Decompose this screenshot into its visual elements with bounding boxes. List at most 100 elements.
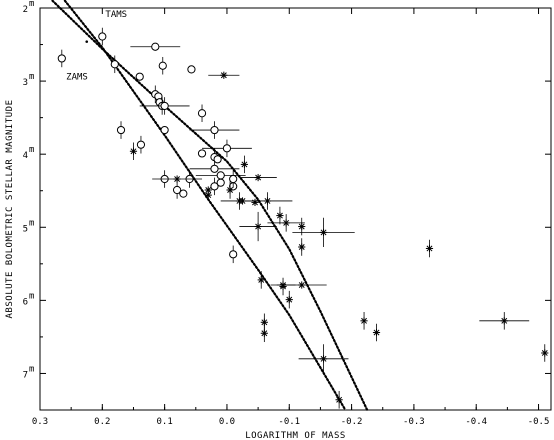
asterisk-stroke (541, 350, 548, 356)
asterisk-stroke (205, 192, 212, 199)
circle-marker (197, 149, 207, 158)
asterisk-stroke (174, 176, 181, 182)
asterisk-data-point (292, 217, 355, 248)
asterisk-data-point (204, 191, 212, 199)
asterisk-stroke (130, 148, 137, 155)
circle-data-point (216, 178, 225, 187)
circle-data-point (195, 171, 246, 180)
asterisk-stroke (298, 244, 305, 250)
circle-marker (197, 109, 207, 118)
y-tick-superscript: m (29, 364, 34, 374)
circle-marker (216, 178, 225, 187)
asterisk-data-point (335, 390, 343, 409)
y-tick-label: 5 (23, 224, 28, 234)
asterisk-stroke (276, 212, 283, 219)
circle-data-point (213, 155, 222, 164)
x-tick-label: -0.4 (465, 417, 487, 427)
asterisk-stroke (283, 219, 290, 226)
asterisk-stroke (255, 174, 262, 181)
asterisk-stroke (298, 223, 305, 230)
x-tick-label: 0.2 (94, 417, 110, 427)
circle-marker (229, 250, 238, 259)
asterisk-stroke (373, 329, 380, 336)
y-tick-label: 4 (23, 151, 28, 161)
circle-marker (160, 101, 169, 111)
asterisk-data-point (257, 271, 265, 289)
circle-data-point (187, 65, 196, 74)
asterisk-data-point (208, 71, 240, 79)
asterisk-data-point (129, 142, 138, 161)
plot-frame (39, 7, 552, 411)
circle-marker (160, 125, 169, 135)
asterisk-stroke (361, 317, 367, 324)
asterisk-data-point (239, 211, 277, 242)
circle-marker (135, 72, 144, 81)
circle-marker (151, 42, 160, 51)
circle-data-point (98, 27, 107, 46)
asterisk-data-point (360, 312, 368, 330)
asterisk-stroke (261, 330, 268, 337)
asterisk-data-point (276, 206, 284, 225)
circle-data-point (210, 177, 219, 196)
asterisk-stroke (286, 296, 293, 303)
asterisk-data-point (276, 281, 327, 289)
circle-data-point (172, 181, 182, 199)
asterisk-data-point (251, 198, 259, 207)
circle-data-point (135, 72, 144, 81)
asterisk-stroke (255, 223, 262, 230)
axes-layer: 0.3 0.2 0.1 0.0 -0.1 -0.2 -0.3 -0.4 -0.52m3m4m5m… (23, 0, 552, 427)
circle-data-point (116, 121, 126, 139)
asterisk-data-point (267, 214, 305, 232)
circle-marker (210, 182, 219, 191)
y-tick-superscript: m (29, 72, 34, 82)
asterisk-stroke (258, 276, 265, 283)
asterisk-stroke (261, 319, 268, 326)
y-tick-superscript: m (29, 145, 34, 155)
circle-marker (116, 125, 126, 135)
curves-layer: TAMS ZAMS (51, 0, 369, 412)
zams-dot (85, 40, 89, 43)
circle-data-point (136, 135, 146, 154)
circle-marker (110, 60, 119, 69)
circle-marker (229, 174, 238, 184)
asterisk-stroke (220, 72, 227, 79)
circle-marker (158, 61, 167, 70)
circle-marker (210, 125, 219, 135)
asterisk-data-point (279, 277, 287, 296)
circle-marker (213, 155, 222, 164)
x-tick-label: -0.2 (341, 417, 363, 427)
asterisk-stroke (426, 245, 433, 252)
x-tick-label: 0.0 (219, 417, 235, 427)
y-tick-label: 6 (23, 297, 28, 307)
asterisk-stroke (241, 161, 248, 168)
x-tick-label: -0.5 (528, 417, 550, 427)
curve-zams (63, 0, 347, 412)
circle-marker (187, 65, 196, 74)
circle-data-point (57, 49, 66, 68)
y-tick-superscript: m (29, 218, 34, 228)
asterisk-data-point (285, 290, 293, 309)
asterisk-data-point (260, 324, 268, 343)
circle-marker (179, 189, 188, 198)
circle-data-point (189, 121, 240, 139)
asterisk-data-point (298, 238, 306, 256)
asterisk-data-point (372, 323, 381, 342)
asterisk-stroke (336, 396, 343, 403)
asterisk-data-point (242, 192, 293, 210)
asterisk-stroke (298, 282, 305, 288)
asterisk-data-point (479, 312, 530, 330)
asterisk-data-point (240, 155, 248, 174)
circle-data-point (179, 189, 188, 198)
y-tick-label: 3 (23, 78, 28, 88)
x-tick-label: -0.3 (403, 417, 425, 427)
y-axis-label: ABSOLUTE BOLOMETRIC STELLAR MAGNITUDE (5, 100, 15, 319)
y-tick-label: 2 (23, 5, 28, 15)
circle-data-point (229, 245, 238, 264)
curve-tams (51, 0, 369, 412)
curve-label-zams: ZAMS (66, 73, 88, 83)
asterisk-data-point (298, 344, 349, 374)
circle-data-point (197, 149, 207, 158)
asterisk-stroke (501, 317, 508, 324)
circle-data-point (202, 139, 252, 158)
